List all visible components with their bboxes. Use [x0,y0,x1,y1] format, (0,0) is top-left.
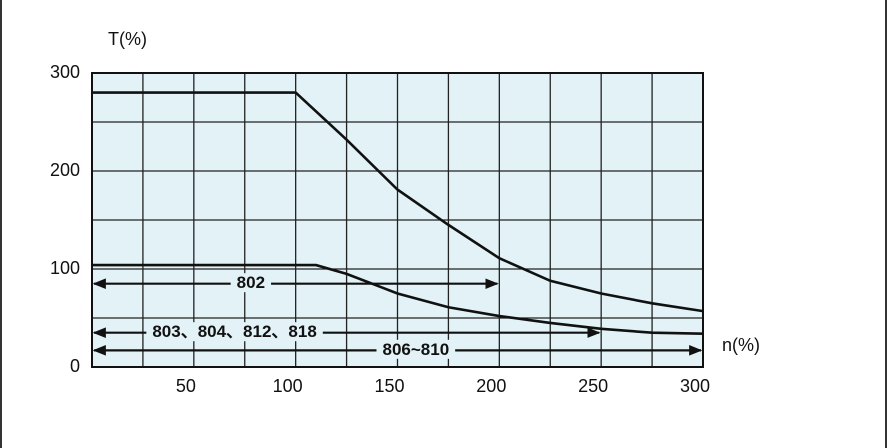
x-tick-label: 50 [176,376,196,396]
range-label: 803、804、812、818 [152,322,316,341]
range-label-bg [146,322,323,342]
x-tick-label: 200 [476,376,506,396]
y-tick-label: 100 [50,258,80,278]
range-label-bg [230,273,272,293]
range-label: 806~810 [383,340,450,359]
plot-frame [91,72,704,368]
x-tick-label: 150 [374,376,404,396]
y-tick-label: 300 [50,62,80,82]
x-tick-label: 100 [273,376,303,396]
x-tick-label: 250 [578,376,608,396]
range-label: 802 [237,273,265,292]
x-tick-label: 300 [680,376,710,396]
y-axis-label: T(%) [108,29,147,49]
y-tick-label: 200 [50,160,80,180]
y-tick-label: 0 [70,356,80,376]
range-label-bg [376,339,456,359]
curve [92,263,704,335]
curve [92,91,704,313]
x-axis-label: n(%) [722,335,760,355]
